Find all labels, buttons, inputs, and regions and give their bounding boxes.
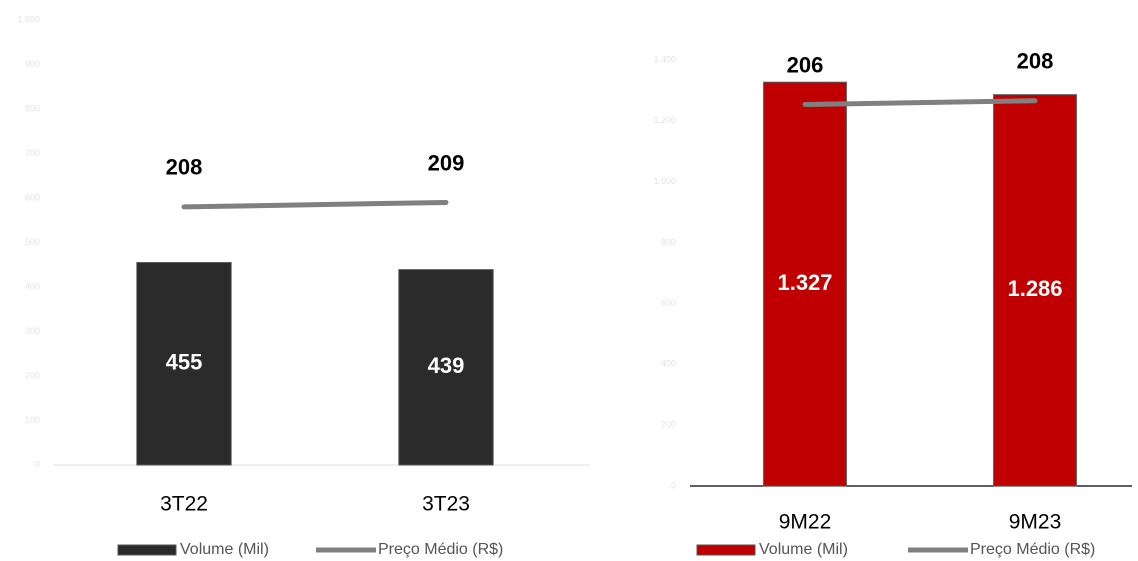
price-line <box>181 199 449 210</box>
bar <box>398 269 494 466</box>
line-value-label: 208 <box>1017 49 1054 74</box>
legend-label: Volume (Mil) <box>759 541 848 558</box>
line-value-label: 206 <box>787 52 824 77</box>
y-tick-label: 1.000 <box>653 176 676 186</box>
y-tick-label: 900 <box>25 59 40 69</box>
y-tick-label: 600 <box>661 298 676 308</box>
bar-value-label: 1.327 <box>777 270 832 295</box>
y-tick-label: 0 <box>35 459 40 469</box>
line-value-label: 208 <box>166 155 203 180</box>
y-tick-label: 200 <box>661 420 676 430</box>
y-tick-label: 0 <box>671 480 676 490</box>
line-value-label: 209 <box>428 150 465 175</box>
legend-swatch <box>117 544 177 556</box>
legend-label: Volume (Mil) <box>180 541 269 558</box>
x-tick-label: 3T23 <box>422 493 470 516</box>
y-tick-label: 1.200 <box>653 115 676 125</box>
x-tick-label: 9M22 <box>779 511 832 534</box>
y-tick-label: 300 <box>25 326 40 336</box>
legend-swatch <box>696 544 756 556</box>
y-tick-label: 700 <box>25 148 40 158</box>
x-tick-label: 3T22 <box>160 493 208 516</box>
y-tick-label: 200 <box>25 370 40 380</box>
y-tick-label: 800 <box>25 103 40 113</box>
y-tick-label: 500 <box>25 237 40 247</box>
bar-value-label: 439 <box>428 353 465 378</box>
bar <box>136 262 232 466</box>
y-tick-label: 400 <box>661 359 676 369</box>
y-tick-label: 800 <box>661 237 676 247</box>
bar <box>993 94 1077 487</box>
y-tick-label: 600 <box>25 192 40 202</box>
legend-label: Preço Médio (R$) <box>970 541 1095 558</box>
y-tick-label: 1.000 <box>17 14 40 24</box>
legend-label: Preço Médio (R$) <box>378 541 503 558</box>
bar <box>763 81 847 487</box>
x-tick-label: 9M23 <box>1009 511 1062 534</box>
y-tick-label: 1.400 <box>653 54 676 64</box>
y-tick-label: 400 <box>25 281 40 291</box>
price-line <box>802 98 1038 107</box>
bar-value-label: 455 <box>166 350 203 375</box>
y-tick-label: 100 <box>25 415 40 425</box>
bar-value-label: 1.286 <box>1007 276 1062 301</box>
